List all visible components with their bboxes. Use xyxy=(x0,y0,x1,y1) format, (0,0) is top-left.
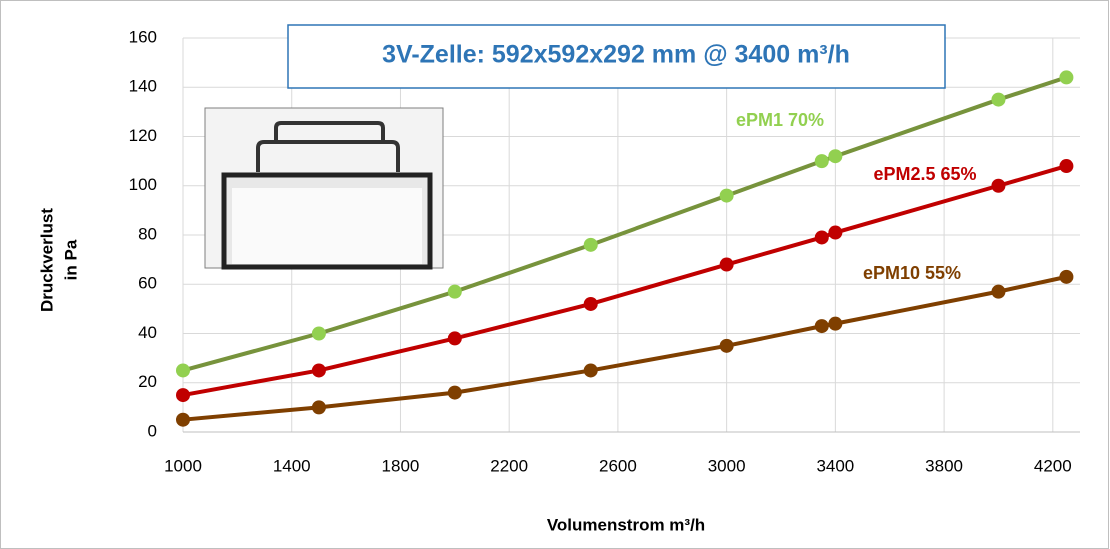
y-tick-label: 100 xyxy=(129,175,157,194)
y-axis-label: in Pa xyxy=(61,239,80,280)
x-tick-label: 3000 xyxy=(708,456,746,475)
x-tick-label: 3800 xyxy=(925,456,963,475)
series-label: ePM1 70% xyxy=(736,110,824,130)
x-tick-label: 3400 xyxy=(816,456,854,475)
y-tick-label: 0 xyxy=(148,421,157,440)
data-point xyxy=(828,316,843,331)
y-axis-label: Druckverlust xyxy=(37,208,56,312)
data-point xyxy=(583,363,598,378)
y-tick-label: 80 xyxy=(138,224,157,243)
data-point xyxy=(1059,159,1074,174)
data-point xyxy=(583,237,598,252)
data-point xyxy=(583,296,598,311)
data-point xyxy=(814,319,829,334)
series-label: ePM2.5 65% xyxy=(873,164,976,184)
y-tick-label: 60 xyxy=(138,274,157,293)
y-tick-label: 120 xyxy=(129,126,157,145)
data-point xyxy=(828,149,843,164)
y-tick-label: 40 xyxy=(138,323,157,342)
series-label: ePM10 55% xyxy=(863,263,961,283)
data-point xyxy=(176,363,190,378)
filter-middle xyxy=(256,140,400,172)
data-point xyxy=(828,225,843,240)
x-tick-label: 1400 xyxy=(273,456,311,475)
data-point xyxy=(1059,70,1074,85)
y-tick-label: 140 xyxy=(129,77,157,96)
data-point xyxy=(176,388,190,403)
y-tick-label: 20 xyxy=(138,372,157,391)
filter-back xyxy=(274,121,385,140)
x-tick-label: 1000 xyxy=(164,456,202,475)
data-point xyxy=(311,363,326,378)
data-point xyxy=(447,385,462,400)
data-point xyxy=(719,188,734,203)
x-tick-label: 4200 xyxy=(1034,456,1072,475)
chart-title: 3V-Zelle: 592x592x292 mm @ 3400 m³/h xyxy=(382,41,850,69)
data-point xyxy=(447,331,462,346)
x-axis-label: Volumenstrom m³/h xyxy=(547,515,705,534)
data-point xyxy=(719,338,734,353)
data-point xyxy=(814,230,829,245)
data-point xyxy=(719,257,734,272)
data-point xyxy=(814,154,829,169)
data-point xyxy=(447,284,462,299)
data-point xyxy=(311,326,326,341)
data-point xyxy=(991,92,1006,107)
filter-media xyxy=(232,188,422,264)
data-point xyxy=(991,284,1006,299)
data-point xyxy=(176,412,190,427)
x-tick-label: 2200 xyxy=(490,456,528,475)
data-point xyxy=(311,400,326,415)
title-box xyxy=(287,24,946,89)
y-tick-label: 160 xyxy=(129,27,157,46)
x-tick-label: 2600 xyxy=(599,456,637,475)
data-point xyxy=(991,178,1006,193)
data-point xyxy=(1059,269,1074,284)
x-tick-label: 1800 xyxy=(382,456,420,475)
